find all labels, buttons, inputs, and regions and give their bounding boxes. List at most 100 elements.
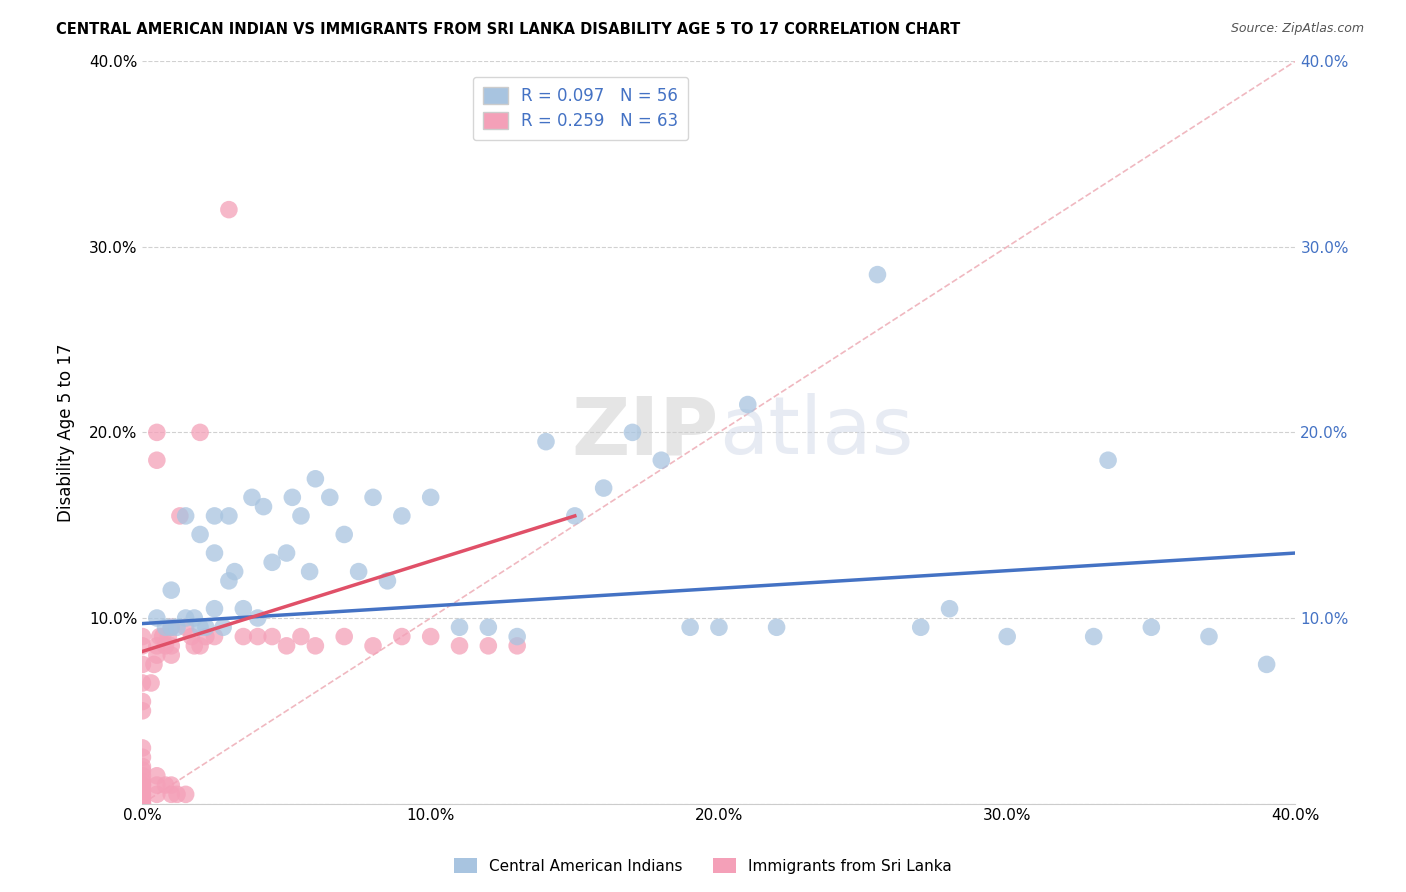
Point: [188, 639, 211, 653]
Point: [419, 491, 441, 505]
Point: [290, 630, 312, 644]
Point: [143, 657, 166, 672]
Point: [361, 491, 384, 505]
Point: [131, 778, 153, 792]
Point: [449, 620, 471, 634]
Point: [157, 630, 180, 644]
Point: [304, 639, 326, 653]
Legend: R = 0.097   N = 56, R = 0.259   N = 63: R = 0.097 N = 56, R = 0.259 N = 63: [472, 77, 689, 140]
Text: atlas: atlas: [718, 393, 914, 471]
Point: [146, 453, 169, 467]
Point: [155, 620, 177, 634]
Point: [212, 620, 235, 634]
Point: [506, 630, 529, 644]
Point: [995, 630, 1018, 644]
Point: [160, 648, 183, 662]
Point: [160, 639, 183, 653]
Text: CENTRAL AMERICAN INDIAN VS IMMIGRANTS FROM SRI LANKA DISABILITY AGE 5 TO 17 CORR: CENTRAL AMERICAN INDIAN VS IMMIGRANTS FR…: [56, 22, 960, 37]
Point: [938, 601, 960, 615]
Point: [765, 620, 787, 634]
Point: [131, 778, 153, 792]
Point: [252, 500, 274, 514]
Point: [194, 630, 217, 644]
Point: [1140, 620, 1163, 634]
Point: [621, 425, 644, 440]
Point: [160, 788, 183, 802]
Point: [262, 630, 284, 644]
Point: [333, 630, 356, 644]
Point: [910, 620, 932, 634]
Point: [204, 601, 226, 615]
Point: [169, 508, 191, 523]
Point: [180, 630, 202, 644]
Point: [240, 491, 263, 505]
Text: ZIP: ZIP: [572, 393, 718, 471]
Point: [262, 555, 284, 569]
Point: [131, 793, 153, 807]
Point: [131, 774, 153, 789]
Point: [183, 639, 205, 653]
Point: [160, 620, 183, 634]
Point: [232, 601, 254, 615]
Point: [477, 639, 499, 653]
Point: [204, 546, 226, 560]
Point: [564, 508, 586, 523]
Point: [534, 434, 557, 449]
Point: [174, 508, 197, 523]
Point: [246, 630, 269, 644]
Point: [224, 565, 246, 579]
Point: [160, 583, 183, 598]
Legend: Central American Indians, Immigrants from Sri Lanka: Central American Indians, Immigrants fro…: [449, 852, 957, 880]
Point: [174, 611, 197, 625]
Point: [650, 453, 672, 467]
Point: [131, 797, 153, 811]
Point: [592, 481, 614, 495]
Point: [131, 769, 153, 783]
Point: [155, 778, 177, 792]
Point: [232, 630, 254, 644]
Point: [290, 508, 312, 523]
Point: [131, 759, 153, 773]
Point: [139, 676, 162, 690]
Point: [1097, 453, 1119, 467]
Point: [506, 639, 529, 653]
Point: [679, 620, 702, 634]
Point: [146, 648, 169, 662]
Point: [298, 565, 321, 579]
Point: [361, 639, 384, 653]
Point: [377, 574, 399, 588]
Point: [333, 527, 356, 541]
Point: [131, 704, 153, 718]
Point: [1256, 657, 1278, 672]
Text: Source: ZipAtlas.com: Source: ZipAtlas.com: [1230, 22, 1364, 36]
Point: [246, 611, 269, 625]
Point: [146, 639, 169, 653]
Point: [304, 472, 326, 486]
Point: [188, 425, 211, 440]
Point: [131, 797, 153, 811]
Point: [131, 783, 153, 797]
Point: [218, 574, 240, 588]
Point: [174, 788, 197, 802]
Point: [131, 676, 153, 690]
Point: [131, 740, 153, 755]
Point: [183, 611, 205, 625]
Point: [1198, 630, 1220, 644]
Point: [194, 620, 217, 634]
Point: [131, 789, 153, 804]
Point: [737, 398, 759, 412]
Point: [166, 620, 188, 634]
Point: [477, 620, 499, 634]
Point: [276, 546, 298, 560]
Point: [146, 611, 169, 625]
Point: [347, 565, 370, 579]
Point: [707, 620, 730, 634]
Point: [146, 778, 169, 792]
Point: [204, 508, 226, 523]
Point: [131, 763, 153, 777]
Point: [131, 694, 153, 708]
Point: [131, 750, 153, 764]
Point: [131, 630, 153, 644]
Point: [166, 788, 188, 802]
Point: [160, 620, 183, 634]
